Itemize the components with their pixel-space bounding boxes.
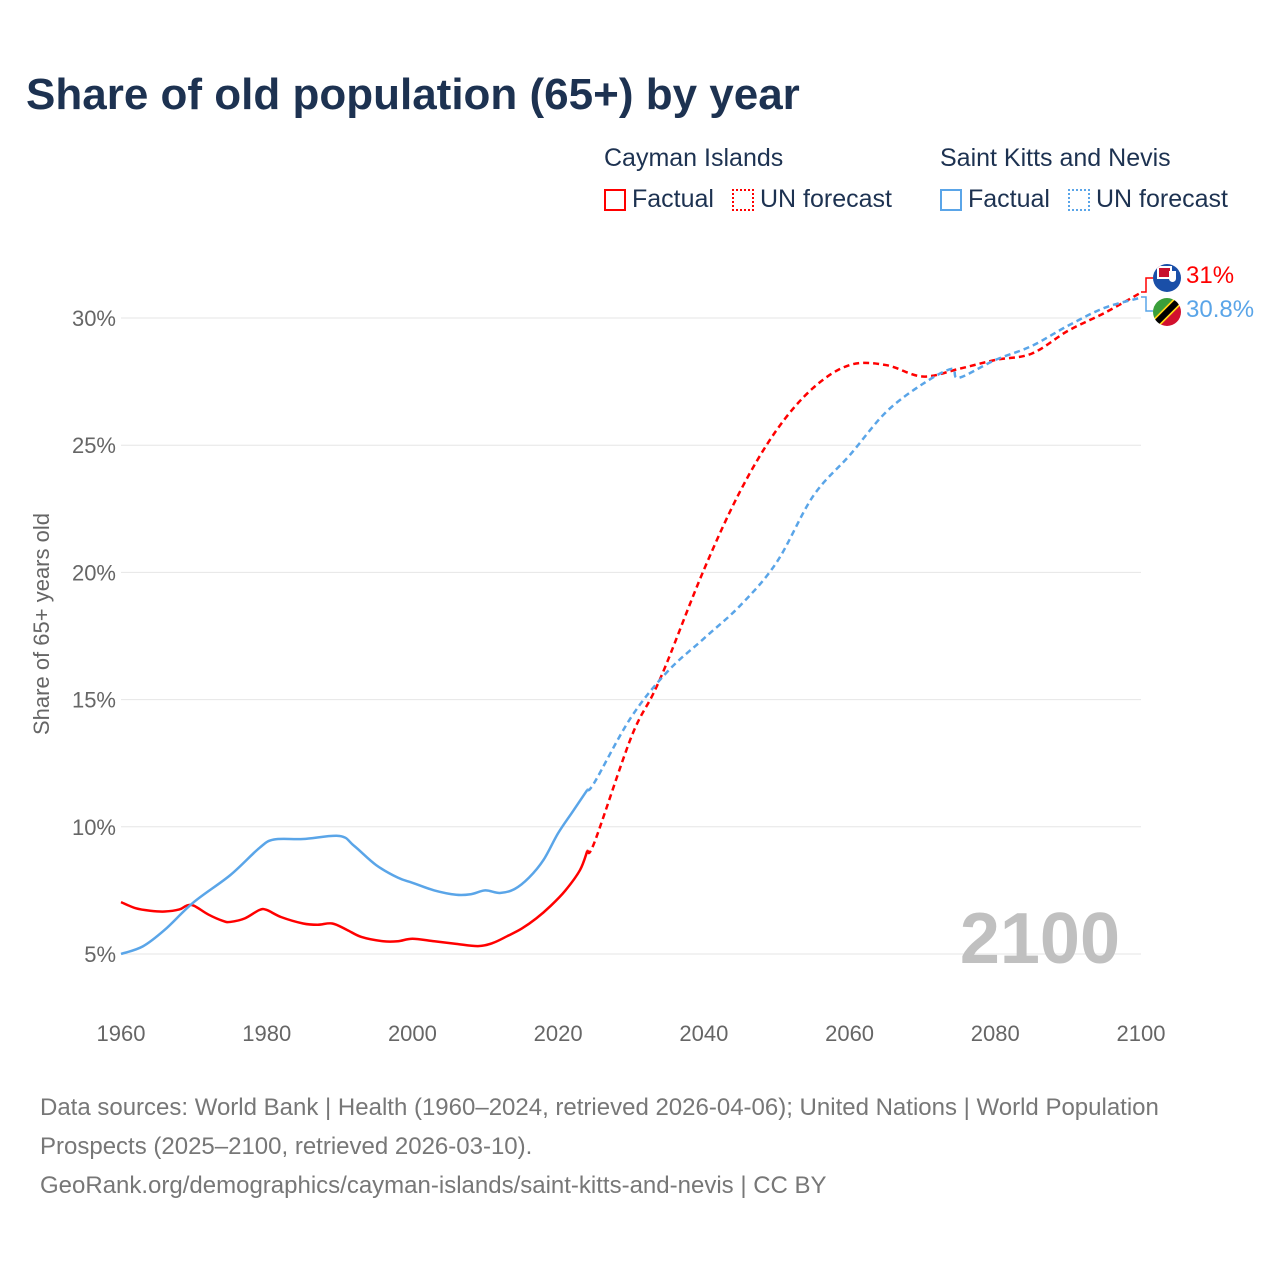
x-tick-label: 2040 [679, 1021, 728, 1046]
skn-connector [1141, 296, 1153, 312]
y-tick-label: 25% [72, 433, 116, 458]
y-tick-label: 15% [72, 688, 116, 713]
y-tick-label: 10% [72, 815, 116, 840]
solid-swatch-icon [604, 188, 626, 211]
dotted-swatch-icon [1067, 188, 1090, 211]
x-tick-label: 2000 [388, 1021, 437, 1046]
y-tick-label: 5% [84, 942, 116, 967]
legend-factual[interactable]: Factual [604, 185, 714, 214]
legend-country: Cayman Islands [604, 144, 784, 172]
y-tick-label: 20% [72, 560, 116, 585]
legend-factual[interactable]: Factual [940, 185, 1050, 214]
cayman-flag-icon [1153, 264, 1181, 292]
chart-title: Share of old population (65+) by year [26, 70, 800, 119]
skn-forecast-line [586, 296, 1142, 792]
legend-forecast[interactable]: UN forecast [1067, 185, 1228, 214]
x-tick-label: 1980 [242, 1021, 291, 1046]
cayman-factual-line [120, 850, 589, 948]
legend-label: Factual [632, 185, 714, 213]
legend-label: UN forecast [1095, 185, 1228, 213]
skn-factual-line [120, 789, 589, 956]
legend-country: Saint Kitts and Nevis [940, 144, 1171, 172]
footer: Data sources: World Bank | Health (1960–… [40, 1088, 1190, 1205]
x-tick-label: 2080 [971, 1021, 1020, 1046]
solid-swatch-icon [940, 188, 962, 211]
x-tick-label: 1960 [97, 1021, 146, 1046]
y-tick-label: 30% [72, 306, 116, 331]
legend-label: UN forecast [759, 185, 892, 213]
source-link[interactable]: GeoRank.org/demographics/cayman-islands/… [40, 1172, 827, 1199]
end-label-cayman: 31% [1186, 262, 1235, 289]
legend-label: Factual [968, 185, 1050, 213]
x-tick-label: 2020 [534, 1021, 583, 1046]
legend-skn: Saint Kitts and Nevis Factual UN forecas… [940, 144, 1228, 214]
data-sources: Data sources: World Bank | Health (1960–… [40, 1094, 1159, 1160]
dotted-swatch-icon [731, 188, 754, 211]
saint-kitts-flag-icon [1153, 298, 1181, 326]
end-label-skn: 30.8% [1186, 296, 1255, 323]
cayman-forecast-line [586, 291, 1142, 855]
x-tick-label: 2060 [825, 1021, 874, 1046]
year-watermark: 2100 [960, 899, 1120, 979]
legend-forecast[interactable]: UN forecast [731, 185, 892, 214]
cayman-connector [1141, 277, 1153, 293]
x-tick-label: 2100 [1117, 1021, 1166, 1046]
legend-cayman: Cayman Islands Factual UN forecast [604, 144, 892, 214]
